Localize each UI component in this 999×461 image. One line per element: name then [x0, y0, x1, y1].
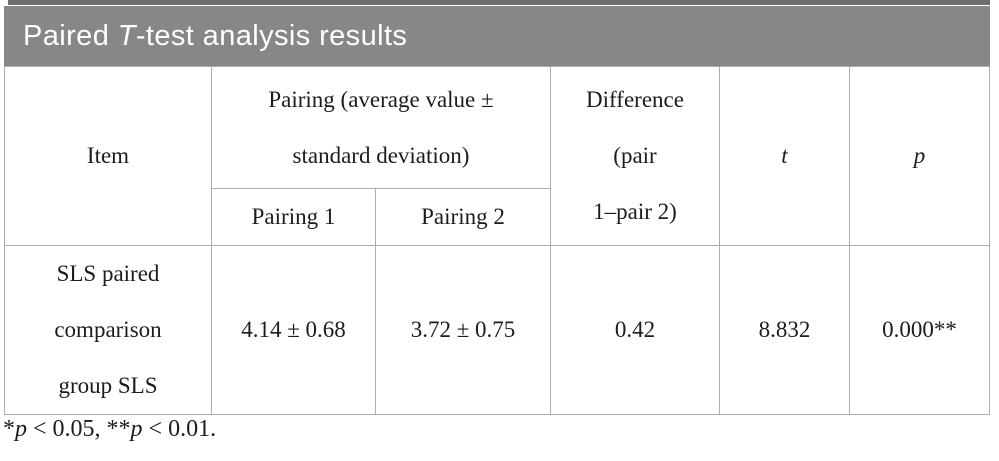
cell-t-value: 8.832 [719, 245, 850, 415]
difference-line-2: (pair [613, 143, 657, 168]
table-title: Paired T-test analysis results [23, 20, 407, 53]
title-italic-t: T [117, 19, 136, 52]
cell-item: SLS paired comparison group SLS [4, 245, 212, 415]
col-header-item: Item [4, 66, 212, 246]
pairing-group-line-1: Pairing (average value ± [268, 86, 494, 112]
pairing-group-line-2: standard deviation) [292, 142, 470, 168]
header-row-1: Item Pairing (average value ± standard d… [4, 66, 990, 246]
item-line-3: group SLS [58, 373, 158, 398]
cell-difference-value: 0.42 [550, 245, 720, 415]
title-prefix: Paired [23, 19, 118, 52]
cell-pairing1-value: 4.14 ± 0.68 [211, 245, 376, 415]
col-header-p: p [849, 66, 990, 246]
cell-p-value: 0.000** [849, 245, 990, 415]
footnote-mid: < 0.05, ** [27, 416, 131, 442]
difference-line-1: Difference [586, 87, 684, 112]
col-header-difference: Difference (pair 1–pair 2) [550, 66, 720, 246]
footnote-p2: p [130, 416, 143, 442]
item-line-2: comparison [54, 317, 162, 342]
difference-line-3: 1–pair 2) [593, 199, 677, 224]
col-header-pairing2: Pairing 2 [375, 188, 551, 246]
significance-footnote: *p < 0.05, **p < 0.01. [3, 416, 216, 443]
item-line-1: SLS paired [56, 261, 160, 286]
table-title-bar: Paired T-test analysis results [4, 6, 990, 66]
cell-pairing2-value: 3.72 ± 0.75 [375, 245, 551, 415]
col-header-pairing-group: Pairing (average value ± standard deviat… [211, 66, 551, 189]
top-edge-strip [8, 0, 990, 5]
footnote-end: < 0.01. [142, 416, 217, 442]
footnote-p1: p [15, 416, 27, 442]
header-row-2: Pairing 1 Pairing 2 [5, 188, 990, 246]
col-header-t: t [719, 66, 850, 246]
footnote-star: * [3, 416, 15, 442]
title-suffix: -test analysis results [135, 19, 408, 52]
col-header-pairing1: Pairing 1 [211, 188, 376, 246]
ttest-results-table: Item Pairing (average value ± standard d… [4, 66, 990, 415]
table-row: SLS paired comparison group SLS 4.14 ± 0… [4, 245, 990, 415]
